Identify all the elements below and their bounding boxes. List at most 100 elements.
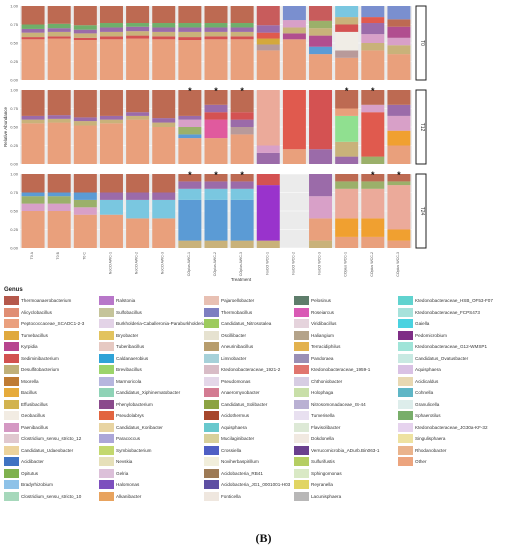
facet-strip-label: T0 [419,40,425,46]
legend-label: Desulfitobacterium [21,367,60,372]
legend-label: Bryobacter [116,332,139,338]
y-tick-label: 1.00 [10,88,19,93]
bar-segment [21,32,45,38]
y-tick-label: 0.50 [10,41,19,46]
bar-segment [309,20,333,29]
legend-item: Moorella [4,376,39,387]
y-tick-label: 0.00 [10,78,19,83]
bar-segment [178,23,202,28]
legend-label: Effusibacillus [21,401,48,407]
bar-segment [204,119,228,139]
bar-segment [335,174,359,182]
legend-label: Lacunisphaera [311,493,342,499]
bar-segment [309,35,333,47]
legend-swatch [204,422,219,432]
legend-item: Paenibacillus [4,422,48,433]
bar-segment [309,54,333,80]
bar-segment [126,90,150,113]
legend-item: Granulicella [398,399,439,410]
bar-segment [256,90,280,146]
bar-segment [361,50,385,80]
legend-label: Sphingomonas [311,470,342,476]
legend-swatch [4,330,19,340]
bar-segment [21,203,45,211]
bar-segment [387,185,411,230]
bar-segment [47,38,71,80]
significance-star: * [188,170,192,180]
bar-segment [73,25,97,30]
bar-segment [282,149,306,164]
bar-segment [126,199,150,219]
legend-swatch [4,468,19,478]
legend-label: Symbiobacterium [116,447,152,453]
bar-segment [335,181,359,189]
legend-swatch [294,491,309,501]
legend-swatch [4,480,19,489]
legend-swatch [4,388,19,397]
bar-segment [204,31,228,37]
y-tick-label: 0.00 [10,246,19,251]
bar-segment [335,31,359,51]
legend-label: Gelria [116,470,129,476]
legend-label: Tumebacillus [21,332,48,338]
bar-segment [47,6,71,24]
legend-swatch [204,296,219,305]
legend-item: Alkanibacter [99,491,141,502]
bar-segment [256,25,280,33]
legend-item: Anaeromyxobacter [204,387,260,398]
legend-item: Geobacillus [4,410,45,421]
legend-swatch [99,399,114,409]
bar-segment [21,28,45,33]
bar-segment [21,24,45,29]
legend-swatch [99,330,114,340]
facet-strip [415,5,427,81]
y-tick-label: 0.50 [10,125,19,130]
x-tick-label: T0 B [56,251,60,259]
legend-swatch [398,434,413,443]
bar-segment [47,31,71,37]
bar-segment [204,6,228,24]
legend-label: Tumerisella [311,413,335,418]
legend-item: Nitrosomonadaceae_IS-44 [294,399,366,410]
legend-item: Bradyrhizobium [4,479,53,490]
legend-item: Nevskia [99,456,132,467]
bar-segment [152,36,176,40]
legend-label: Oscillibacter [221,332,247,338]
legend-label: Peptococcaceae_SCADC1-2-3 [21,321,85,326]
legend-swatch [398,353,413,363]
bar-segment [21,37,45,40]
bar-segment [126,192,150,200]
bar-segment [73,40,97,80]
bar-segment [99,123,123,164]
bar-segment [335,218,359,237]
bar-segment [99,31,123,37]
bar-segment [73,117,97,122]
bar-segment [335,6,359,18]
bar-segment [99,214,123,248]
bar-segment [73,214,97,248]
bar-segment [47,28,71,32]
bar-segment [204,23,228,28]
bar-segment [47,115,71,119]
legend-item: Other [398,456,427,467]
bar-segment [282,33,306,40]
bar-segment [335,188,359,219]
legend-item: Fonticella [204,491,241,502]
y-tick-label: 0.75 [10,22,19,27]
bar-segment [204,181,228,189]
significance-star: * [188,86,192,96]
bar-segment [309,240,333,248]
legend-label: Sphaerotilus [415,413,441,418]
legend-label: Pseudomonas [221,378,251,384]
bar-segment [256,44,280,51]
legend-item: Effusibacillus [4,399,48,410]
bar-segment [335,141,359,157]
significance-star: * [371,170,375,180]
legend-item: Caldanaerobius [99,353,148,364]
legend-label: Chthoniobacter [311,378,343,384]
legend-label: Kyrpidia [21,344,38,349]
legend-item: Bacillus [4,387,37,398]
bar-segment [126,174,150,193]
legend-item: Holophaga [294,387,333,398]
x-tick-label: COplus AWC-2 [213,252,217,276]
